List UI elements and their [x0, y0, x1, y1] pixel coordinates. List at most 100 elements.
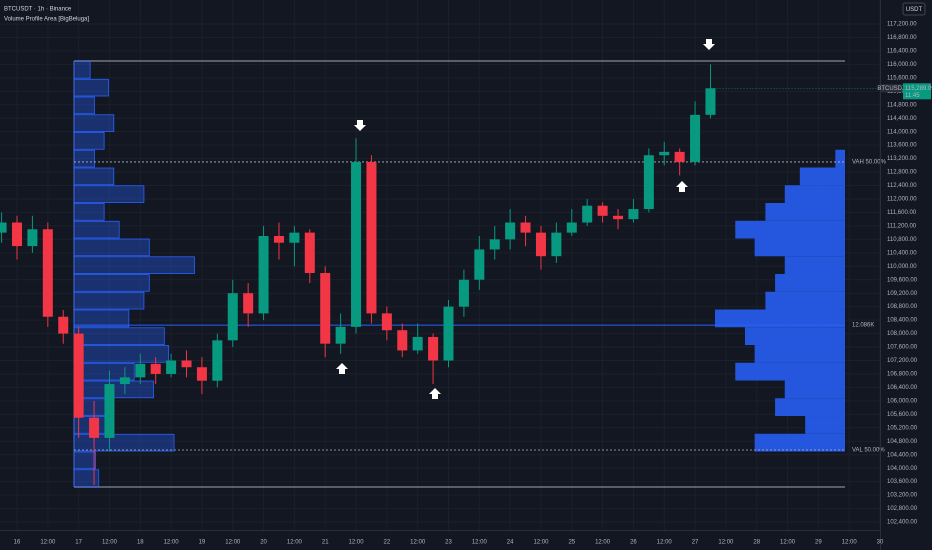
- candles: [0, 64, 716, 486]
- vah-label: VAH 50.00%: [852, 160, 887, 166]
- candle-body: [458, 279, 469, 307]
- right-profile-bar: [799, 167, 845, 186]
- candle-body: [659, 151, 670, 156]
- currency-button[interactable]: [902, 2, 926, 16]
- y-tick-label: 106,800.00: [887, 372, 918, 378]
- y-tick-label: 108,000.00: [887, 331, 918, 337]
- candle-body: [119, 377, 130, 385]
- y-tick-label: 104,400.00: [887, 452, 918, 458]
- candle-body: [489, 239, 500, 250]
- price-tag: [903, 83, 931, 100]
- val-label: VAL 50.00%: [852, 448, 885, 454]
- candle-body: [243, 293, 254, 314]
- candle-body: [212, 340, 223, 381]
- candle-body: [304, 232, 315, 274]
- axes: 117,200.00 116,800.00 116,400.00 116,000.00…: [14, 22, 932, 546]
- y-tick-label: 105,200.00: [887, 425, 918, 431]
- x-tick-label: 21: [322, 540, 329, 546]
- x-tick-label: 27: [692, 540, 699, 546]
- x-tick-label: 12:00: [842, 540, 858, 546]
- candle-body: [597, 205, 608, 216]
- left-profile-bar: [73, 114, 115, 132]
- y-tick-label: 102,400.00: [887, 520, 918, 526]
- candle-body: [428, 336, 439, 361]
- x-tick-label: 12:00: [595, 540, 611, 546]
- candle-body: [104, 384, 115, 438]
- arrow-down: [354, 120, 366, 131]
- left-profile-bar: [73, 78, 109, 97]
- x-tick-label: 12:00: [718, 540, 734, 546]
- candle-body: [412, 336, 423, 351]
- y-tick-label: 110,000.00: [887, 264, 917, 270]
- candle-body: [227, 293, 238, 341]
- candle-body: [366, 161, 377, 314]
- candle-body: [582, 205, 593, 223]
- right-profile-bar: [835, 149, 845, 168]
- left-profile-bar: [73, 220, 120, 239]
- candle-body: [89, 417, 100, 438]
- right-profile-bar: [784, 380, 845, 399]
- candle-body: [474, 249, 485, 280]
- symbol-tag: [881, 84, 902, 93]
- symbol-tag-label: BTCUSDT: [877, 86, 906, 92]
- left-profile-bar: [73, 345, 170, 363]
- x-tick-label: 25: [568, 540, 575, 546]
- candle-body: [258, 235, 269, 314]
- y-tick-label: 102,800.00: [887, 506, 918, 512]
- candle-body: [443, 306, 454, 361]
- x-tick-label: 12:00: [349, 540, 365, 546]
- y-tick-label: 114,400.00: [887, 116, 917, 122]
- left-profile-bar: [73, 149, 95, 168]
- y-tick-label: 105,600.00: [887, 412, 918, 418]
- y-tick-label: 111,200.00: [887, 223, 917, 229]
- left-profile-bar: [73, 167, 115, 186]
- countdown-label: 11:45: [905, 93, 920, 99]
- right-profile-bar: [805, 416, 845, 434]
- left-profile-bar: [73, 203, 105, 221]
- y-tick-label: 113,600.00: [887, 143, 917, 149]
- left-profile-bar: [73, 238, 150, 257]
- x-tick-label: 28: [753, 540, 760, 546]
- x-tick-label: 24: [507, 540, 514, 546]
- y-tick-label: 116,000.00: [887, 62, 917, 68]
- y-tick-label: 108,400.00: [887, 318, 918, 324]
- candle-body: [273, 235, 284, 243]
- right-profile-bar: [754, 345, 845, 363]
- x-tick-label: 17: [75, 540, 82, 546]
- candle-body: [11, 222, 23, 247]
- volume-profile: VAH 50.00% VAL 50.00% 12.086K: [73, 60, 887, 488]
- y-tick-label: 111,600.00: [887, 210, 917, 216]
- candle-body: [381, 313, 392, 331]
- right-profile-bar: [744, 327, 845, 346]
- right-profile-bar: [754, 238, 845, 257]
- x-tick-label: 26: [630, 540, 637, 546]
- candle-body: [520, 222, 531, 233]
- left-profile-bar: [73, 274, 150, 292]
- left-profile-bar: [73, 309, 130, 328]
- x-tick-label: 12:00: [657, 540, 673, 546]
- chart-title: BTCUSDT · 1h · Binance: [4, 7, 72, 13]
- candle-body: [27, 229, 38, 247]
- left-profile-bar: [73, 327, 165, 345]
- x-tick-label: 16: [14, 540, 21, 546]
- x-tick-label: 30: [877, 540, 884, 546]
- x-tick-label: 12:00: [287, 540, 303, 546]
- right-profile-bar: [715, 309, 845, 328]
- poc-label: 12.086K: [852, 323, 874, 329]
- y-tick-label: 117,200.00: [887, 22, 917, 28]
- right-profile-bar: [735, 362, 845, 381]
- candle-body: [0, 222, 7, 233]
- candle-body: [289, 232, 300, 243]
- y-tick-label: 110,800.00: [887, 237, 917, 243]
- x-tick-label: 19: [199, 540, 206, 546]
- candle-body: [196, 367, 207, 381]
- right-profile-bar: [784, 185, 845, 204]
- candle-body: [351, 161, 362, 327]
- left-profile-bar: [73, 433, 175, 452]
- candle-body: [58, 316, 69, 334]
- x-tick-label: 12:00: [472, 540, 488, 546]
- y-tick-label: 114,000.00: [887, 129, 917, 135]
- arrow-down: [703, 39, 715, 50]
- arrow-up: [336, 363, 348, 374]
